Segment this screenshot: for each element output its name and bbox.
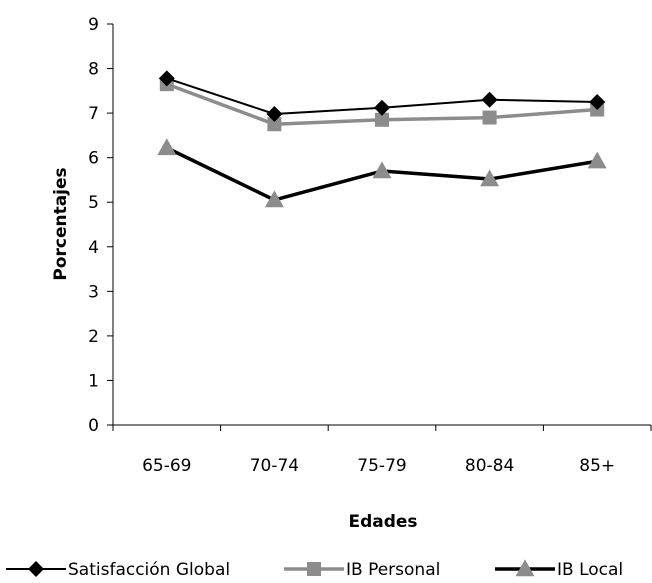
x-tick-label: 80-84 <box>465 456 514 476</box>
y-tick-label: 6 <box>88 149 99 169</box>
legend-marker <box>28 561 44 577</box>
series-ib-local <box>157 138 607 208</box>
series-satisfaccion-global <box>158 70 606 123</box>
x-tick-label: 70-74 <box>250 456 299 476</box>
data-point <box>480 169 500 187</box>
data-point <box>587 151 607 169</box>
y-tick-label: 9 <box>88 15 99 35</box>
data-point <box>481 91 498 108</box>
x-axis-title: Edades <box>348 512 417 532</box>
y-axis-title: Porcentajes <box>51 167 71 280</box>
legend-label: IB Personal <box>346 560 440 580</box>
data-point <box>482 110 497 125</box>
legend-item-ib-personal: IB Personal <box>284 560 440 580</box>
legend-label: Satisfacción Global <box>68 560 230 580</box>
axes <box>112 24 651 426</box>
legend-item-ib-local: IB Local <box>495 559 623 580</box>
y-axis-ticks: 0 1 2 3 4 5 6 7 8 9 <box>88 15 113 436</box>
y-tick-label: 7 <box>88 104 99 124</box>
data-point <box>589 93 606 110</box>
data-point <box>374 99 390 116</box>
data-point <box>375 112 389 127</box>
y-tick-label: 5 <box>88 193 99 213</box>
y-tick-label: 8 <box>88 60 99 80</box>
series-layer <box>157 70 607 208</box>
y-tick-label: 3 <box>88 282 99 302</box>
legend-item-satisfaccion-global: Satisfacción Global <box>6 560 230 580</box>
data-point <box>264 190 284 208</box>
data-point <box>158 70 175 87</box>
legend-marker <box>307 562 321 576</box>
x-axis-ticks: 65-69 70-74 75-79 80-84 85+ <box>112 425 652 476</box>
legend: Satisfacción Global IB Personal IB Local <box>6 559 623 580</box>
x-tick-label: 65-69 <box>142 456 191 476</box>
legend-label: IB Local <box>557 560 623 580</box>
data-point <box>157 138 177 156</box>
data-point <box>266 106 283 123</box>
legend-marker <box>515 559 535 577</box>
y-tick-label: 0 <box>88 416 99 436</box>
y-tick-label: 2 <box>88 327 99 347</box>
y-tick-label: 1 <box>88 371 99 391</box>
x-tick-label: 75-79 <box>357 456 406 476</box>
data-point <box>267 117 282 132</box>
x-tick-label: 85+ <box>579 456 615 476</box>
y-tick-label: 4 <box>88 238 99 258</box>
data-point <box>372 161 392 179</box>
